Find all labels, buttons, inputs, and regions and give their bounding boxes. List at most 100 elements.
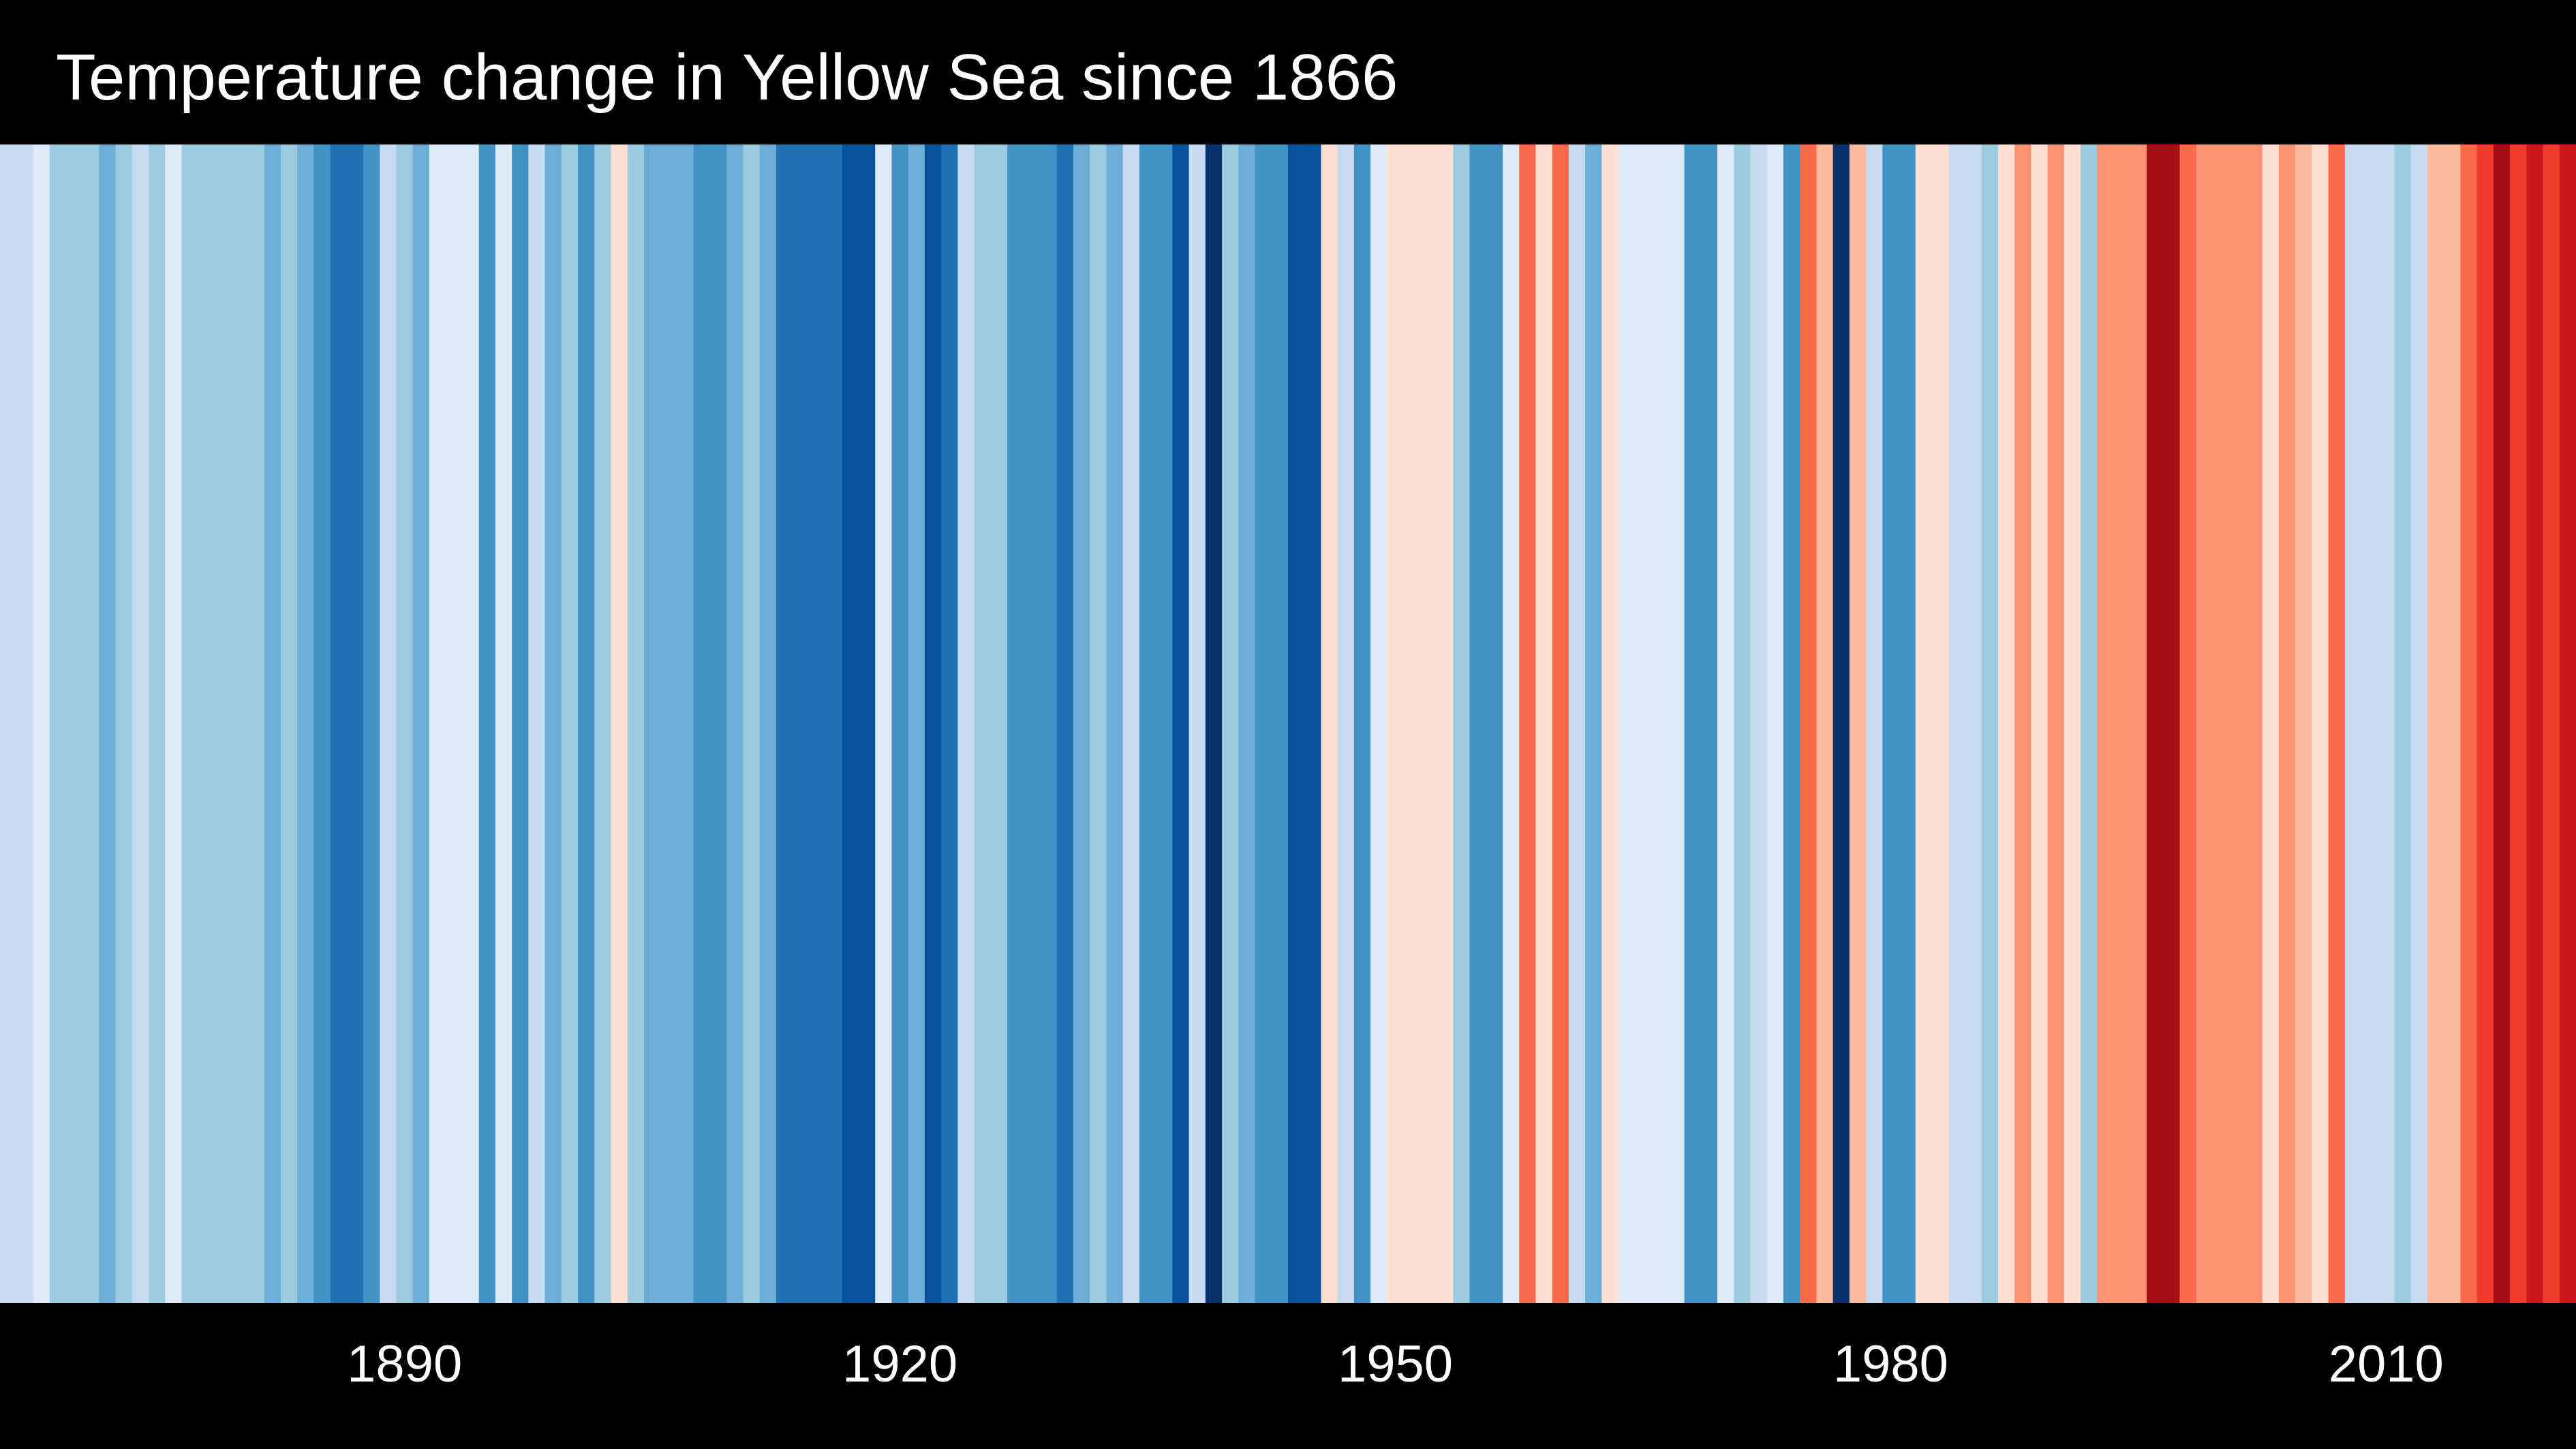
stripe-1879 (215, 144, 232, 1303)
stripe-1974 (1783, 144, 1800, 1303)
stripe-1977 (1833, 144, 1850, 1303)
stripe-1920 (891, 144, 909, 1303)
stripe-1915 (809, 144, 827, 1303)
stripe-2000 (2212, 144, 2230, 1303)
stripe-1882 (264, 144, 281, 1303)
stripe-1988 (2014, 144, 2031, 1303)
stripe-1938 (1189, 144, 1206, 1303)
stripe-1927 (1007, 144, 1024, 1303)
stripe-1999 (2196, 144, 2213, 1303)
stripe-1975 (1800, 144, 1817, 1303)
stripe-1952 (1420, 144, 1437, 1303)
stripe-1944 (1288, 144, 1305, 1303)
stripe-1913 (776, 144, 793, 1303)
stripe-1904 (627, 144, 645, 1303)
stripe-1970 (1717, 144, 1734, 1303)
stripe-1906 (660, 144, 678, 1303)
stripe-1886 (330, 144, 348, 1303)
stripe-2013 (2427, 144, 2444, 1303)
stripe-1931 (1073, 144, 1090, 1303)
stripe-1998 (2179, 144, 2197, 1303)
stripe-2009 (2361, 144, 2378, 1303)
stripe-1965 (1634, 144, 1652, 1303)
stripe-1885 (313, 144, 331, 1303)
x-tick-label-2010: 2010 (2328, 1335, 2444, 1393)
stripe-2017 (2493, 144, 2511, 1303)
stripe-1874 (132, 144, 149, 1303)
stripe-1976 (1816, 144, 1834, 1303)
stripe-1934 (1122, 144, 1140, 1303)
stripe-1968 (1684, 144, 1702, 1303)
stripe-1993 (2097, 144, 2115, 1303)
stripe-2002 (2245, 144, 2263, 1303)
stripe-1889 (380, 144, 397, 1303)
stripe-1900 (561, 144, 579, 1303)
stripe-1894 (462, 144, 480, 1303)
stripe-1867 (16, 144, 34, 1303)
stripe-1969 (1700, 144, 1718, 1303)
stripe-1987 (1997, 144, 2015, 1303)
stripe-1881 (247, 144, 265, 1303)
stripes-plot-area (0, 144, 2576, 1303)
stripe-1971 (1734, 144, 1751, 1303)
stripe-1991 (2064, 144, 2081, 1303)
stripe-1961 (1568, 144, 1586, 1303)
stripe-1986 (1981, 144, 1999, 1303)
stripe-1973 (1766, 144, 1784, 1303)
stripe-2020 (2543, 144, 2560, 1303)
stripe-1916 (825, 144, 843, 1303)
stripe-2010 (2378, 144, 2395, 1303)
stripe-1877 (181, 144, 199, 1303)
stripe-1950 (1387, 144, 1405, 1303)
stripe-1956 (1486, 144, 1503, 1303)
stripe-2016 (2477, 144, 2494, 1303)
x-axis: 1890 1920 1950 1980 2010 (0, 1303, 2576, 1449)
stripe-1875 (149, 144, 166, 1303)
stripe-2008 (2344, 144, 2362, 1303)
stripe-2018 (2510, 144, 2527, 1303)
stripe-1982 (1915, 144, 1933, 1303)
stripe-1910 (726, 144, 743, 1303)
stripe-1921 (908, 144, 925, 1303)
stripe-2021 (2559, 144, 2576, 1303)
stripe-1932 (1090, 144, 1107, 1303)
stripe-1924 (957, 144, 975, 1303)
stripe-2014 (2444, 144, 2461, 1303)
stripe-2006 (2312, 144, 2329, 1303)
stripe-1949 (1370, 144, 1387, 1303)
stripe-1989 (2031, 144, 2049, 1303)
stripe-1888 (363, 144, 380, 1303)
stripe-1869 (49, 144, 67, 1303)
stripe-1936 (1156, 144, 1173, 1303)
stripe-1905 (644, 144, 661, 1303)
stripe-1891 (412, 144, 430, 1303)
stripe-1901 (578, 144, 595, 1303)
stripe-1937 (1172, 144, 1190, 1303)
stripe-2019 (2526, 144, 2544, 1303)
stripe-1914 (793, 144, 810, 1303)
stripe-1948 (1353, 144, 1371, 1303)
stripe-1896 (495, 144, 512, 1303)
stripe-1994 (2113, 144, 2131, 1303)
stripe-1962 (1585, 144, 1602, 1303)
stripe-1955 (1469, 144, 1487, 1303)
stripe-1980 (1882, 144, 1900, 1303)
stripe-1929 (1040, 144, 1058, 1303)
stripe-1866 (0, 144, 17, 1303)
stripe-1872 (99, 144, 117, 1303)
stripe-1890 (396, 144, 414, 1303)
stripe-1917 (842, 144, 859, 1303)
stripe-1967 (1668, 144, 1685, 1303)
stripe-1951 (1403, 144, 1421, 1303)
stripe-1992 (2081, 144, 2098, 1303)
stripe-2015 (2460, 144, 2478, 1303)
stripe-1954 (1453, 144, 1471, 1303)
stripe-1918 (859, 144, 876, 1303)
stripe-1972 (1750, 144, 1768, 1303)
stripe-1943 (1271, 144, 1289, 1303)
stripe-1922 (924, 144, 942, 1303)
x-tick-label-1920: 1920 (842, 1335, 958, 1393)
stripe-1873 (115, 144, 133, 1303)
stripe-1957 (1503, 144, 1520, 1303)
